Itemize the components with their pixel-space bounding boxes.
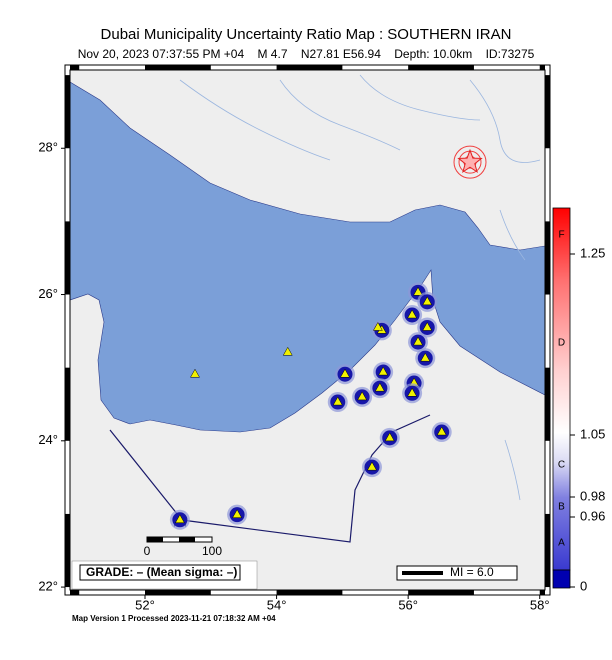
frame-segment [65, 367, 70, 441]
x-tick-label: 58° [530, 597, 550, 612]
frame-segment [276, 65, 343, 70]
y-tick-label: 26° [38, 286, 58, 301]
grade-letter: A [558, 538, 565, 549]
colorbar-tick-label: 1.25 [580, 245, 605, 260]
station-triangle [232, 509, 243, 518]
frame-segment [545, 513, 550, 588]
gulf-water [70, 81, 545, 433]
site-triangle [282, 346, 293, 356]
grade-text: GRADE: – (Mean sigma: –) [86, 565, 237, 579]
frame-segment [545, 367, 550, 441]
scale-bar-segment [147, 537, 163, 542]
grade-letter: D [558, 338, 565, 349]
colorbar [552, 207, 571, 571]
colorbar-low [552, 569, 571, 589]
station-triangle [422, 321, 433, 331]
map-border [69, 69, 546, 591]
y-tick-label: 22° [38, 579, 58, 594]
colorbar-tick-label: 0.98 [580, 488, 605, 503]
mi-text: MI = 6.0 [450, 565, 494, 579]
map-title: Dubai Municipality Uncertainty Ratio Map… [101, 26, 512, 43]
x-tick-label: 54° [267, 597, 287, 612]
frame-segment [70, 590, 80, 595]
frame-segment [145, 590, 211, 595]
station-triangle [332, 396, 343, 406]
frame-segment [545, 75, 550, 149]
station-triangle [422, 296, 433, 306]
colorbar-axis: 0 0.96 0.98 1.05 1.25 A B C D F [558, 230, 605, 594]
station-triangle [413, 336, 423, 346]
frame-segment [65, 221, 70, 295]
grade-letter: F [558, 230, 564, 241]
epicenter [457, 148, 483, 174]
station-triangle [407, 387, 418, 397]
scale-label: 0 [144, 544, 151, 558]
station-triangle [174, 514, 185, 524]
frame-segment [539, 590, 545, 595]
frame-segment [545, 221, 550, 295]
y-tick-label: 28° [38, 140, 58, 155]
x-tick-label: 56° [398, 597, 418, 612]
scale-label: 100 [202, 544, 222, 558]
scale-bar-segment [179, 537, 195, 542]
station-triangle [384, 432, 395, 442]
frame-segment [145, 65, 211, 70]
grade-letter: B [558, 502, 565, 513]
station-triangle [413, 286, 423, 296]
colorbar-tick-label: 0.96 [580, 508, 605, 523]
site-triangle [372, 321, 383, 331]
colorbar-tick-label: 0 [580, 578, 587, 593]
site-triangle [190, 368, 200, 378]
footer: Map Version 1 Processed 2023-11-21 07:18… [72, 614, 276, 623]
frame-segment [276, 590, 343, 595]
station-triangle [357, 391, 368, 401]
station-triangle [420, 352, 431, 362]
grade-letter: C [558, 460, 565, 471]
frame-segment [539, 65, 545, 70]
x-tick-label: 52° [135, 597, 155, 612]
frame-segment [408, 65, 474, 70]
station-triangle [367, 461, 377, 471]
y-tick-label: 24° [38, 432, 58, 447]
grade-label-box [79, 564, 241, 581]
frame-segment [65, 75, 70, 149]
frame-segment [65, 513, 70, 588]
station-triangle [436, 426, 447, 436]
station-triangle [378, 366, 389, 376]
station-triangle [340, 368, 350, 378]
station-triangle [407, 309, 418, 319]
event-info: Nov 20, 2023 07:37:55 PM +04 M 4.7 N27.8… [78, 47, 535, 61]
epicenter-ring [453, 145, 487, 179]
frame-segment [408, 590, 474, 595]
mi-box [396, 565, 518, 581]
rivers [179, 74, 541, 501]
basemap [70, 70, 545, 590]
frame-segment [70, 65, 80, 70]
colorbar-tick-label: 1.05 [580, 426, 605, 441]
station-triangle [374, 382, 385, 392]
